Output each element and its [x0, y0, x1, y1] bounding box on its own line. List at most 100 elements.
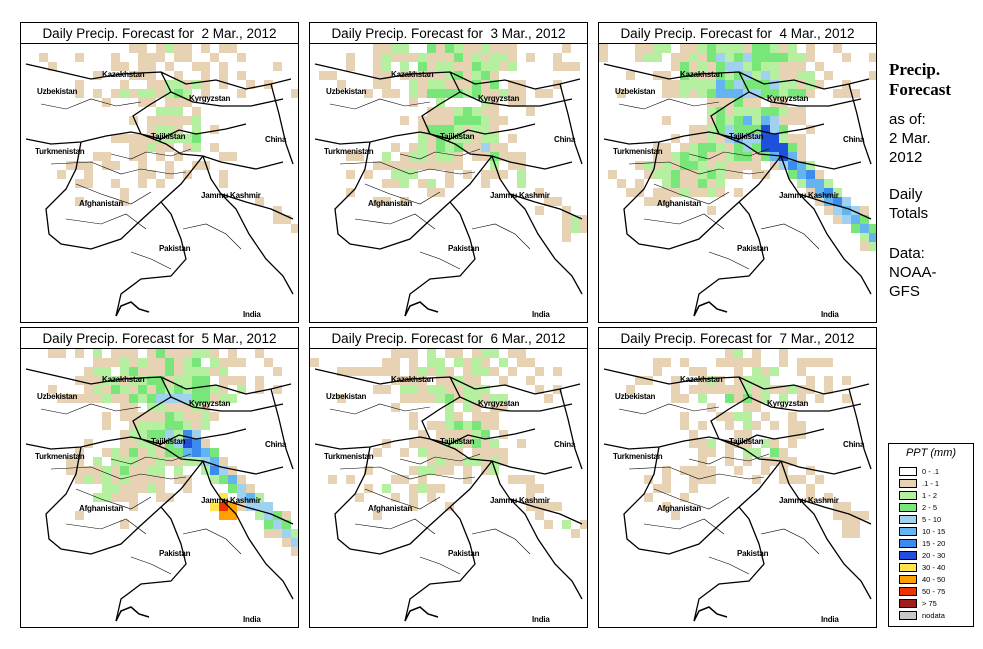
- precip-cell: [400, 161, 409, 170]
- precip-cell: [120, 376, 129, 385]
- precip-cell: [156, 143, 165, 152]
- precip-cell: [391, 493, 400, 502]
- precip-cell: [517, 98, 526, 107]
- precip-cell: [418, 62, 427, 71]
- precip-cell: [120, 412, 129, 421]
- precip-cell: [761, 71, 770, 80]
- precip-cell: [481, 80, 490, 89]
- precip-cell: [833, 197, 842, 206]
- precip-cell: [698, 170, 707, 179]
- country-label-tajikistan: Tajikistan: [729, 132, 764, 141]
- precip-cell: [409, 385, 418, 394]
- legend-swatch: [899, 599, 917, 608]
- precip-cell: [779, 98, 788, 107]
- border-line: [334, 446, 493, 555]
- daily-totals-note: Daily Totals: [889, 185, 928, 223]
- precip-cell: [102, 394, 111, 403]
- precip-cell: [815, 170, 824, 179]
- precip-cell: [120, 80, 129, 89]
- precip-cell: [436, 89, 445, 98]
- precip-cell: [102, 466, 111, 475]
- precip-cell: [788, 80, 797, 89]
- precip-cell: [138, 358, 147, 367]
- precip-cell: [147, 89, 156, 98]
- precip-cell: [445, 385, 454, 394]
- precip-cell: [535, 385, 544, 394]
- border-line: [419, 251, 461, 270]
- legend-swatch: [899, 611, 917, 620]
- precip-cell: [635, 53, 644, 62]
- precip-cell: [129, 134, 138, 143]
- precip-cell: [698, 421, 707, 430]
- precip-cell: [382, 385, 391, 394]
- precip-cell: [481, 107, 490, 116]
- precip-cell: [716, 143, 725, 152]
- precip-cell: [156, 412, 165, 421]
- precip-cell: [427, 421, 436, 430]
- precip-cell: [373, 161, 382, 170]
- precip-cell: [111, 484, 120, 493]
- border-line: [653, 183, 730, 205]
- precip-cell: [860, 233, 869, 242]
- precip-cell: [463, 170, 472, 179]
- precip-cell: [111, 349, 120, 358]
- precip-cell: [436, 44, 445, 53]
- precip-cell: [282, 511, 291, 520]
- precip-cell: [752, 143, 761, 152]
- precip-cell: [156, 358, 165, 367]
- precip-cell: [779, 116, 788, 125]
- precip-cell: [228, 394, 237, 403]
- precip-cell: [481, 367, 490, 376]
- precip-cell: [472, 44, 481, 53]
- precip-cell: [174, 125, 183, 134]
- precip-cell: [761, 134, 770, 143]
- precip-cell: [228, 44, 237, 53]
- precip-cell: [707, 98, 716, 107]
- precip-cell: [806, 170, 815, 179]
- precip-cell: [490, 421, 499, 430]
- precip-cell: [815, 197, 824, 206]
- precip-cell: [129, 412, 138, 421]
- precip-cell: [824, 71, 833, 80]
- country-label-jammu-kashmir: Jammu Kashmir: [201, 191, 261, 200]
- precip-cell: [544, 394, 553, 403]
- precip-cell: [689, 188, 698, 197]
- precip-cell: [490, 439, 499, 448]
- precip-cell: [472, 349, 481, 358]
- precip-cell: [66, 457, 75, 466]
- precip-cell: [418, 466, 427, 475]
- precip-cell: [599, 44, 608, 53]
- country-label-afghanistan: Afghanistan: [657, 504, 702, 513]
- precip-cell: [806, 466, 815, 475]
- legend-label: > 75: [922, 599, 937, 608]
- precip-cell: [400, 179, 409, 188]
- precip-cell: [472, 448, 481, 457]
- precip-cell: [436, 143, 445, 152]
- country-label-kyrgyzstan: Kyrgyzstan: [767, 94, 809, 103]
- precip-cell: [129, 143, 138, 152]
- precip-cell: [707, 448, 716, 457]
- precip-cell: [463, 376, 472, 385]
- precip-cell: [93, 89, 102, 98]
- precip-cell: [445, 430, 454, 439]
- legend-label: 30 - 40: [922, 563, 946, 572]
- border-line: [110, 453, 192, 465]
- precip-cell: [689, 53, 698, 62]
- precip-cell: [725, 358, 734, 367]
- precip-cell: [689, 152, 698, 161]
- precip-cell: [761, 125, 770, 134]
- precip-cell: [779, 62, 788, 71]
- precip-cell: [192, 125, 201, 134]
- precip-cell: [752, 394, 761, 403]
- precip-cell: [472, 358, 481, 367]
- precip-cell: [255, 502, 264, 511]
- border-line: [314, 131, 431, 145]
- precip-cell: [653, 484, 662, 493]
- country-label-pakistan: Pakistan: [737, 244, 769, 253]
- precip-cell: [165, 439, 174, 448]
- precip-cell: [662, 197, 671, 206]
- precip-cell: [490, 161, 499, 170]
- precip-cell: [427, 439, 436, 448]
- precip-cell: [797, 170, 806, 179]
- precip-cell: [409, 161, 418, 170]
